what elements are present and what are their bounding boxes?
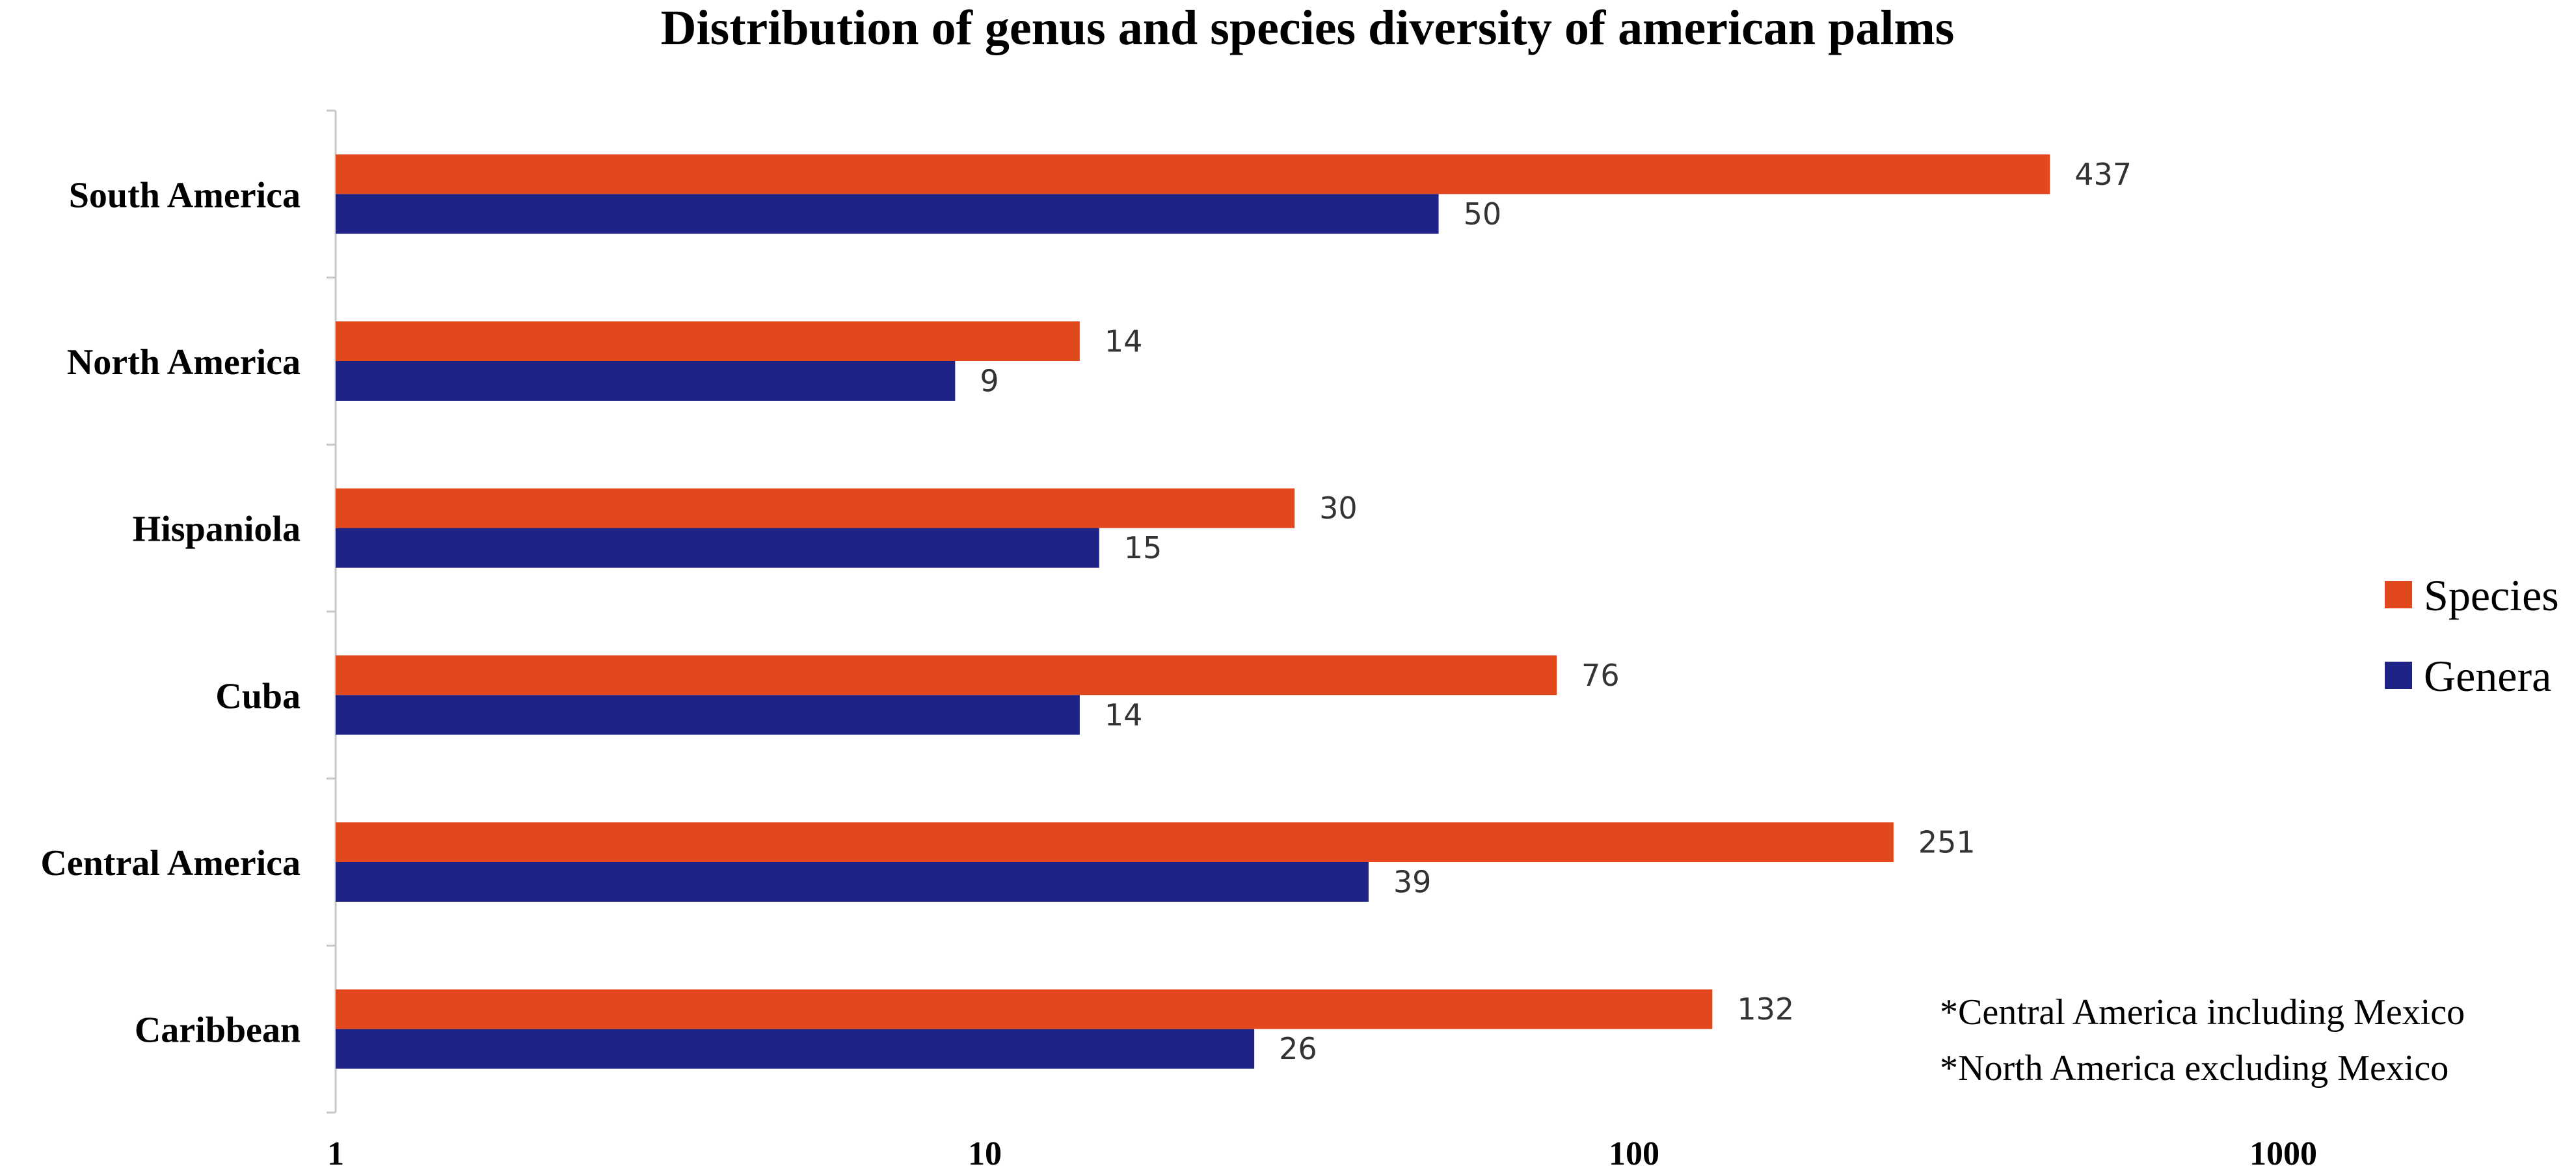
legend-label-species: Species bbox=[2424, 571, 2559, 620]
x-tick-label-100: 100 bbox=[1609, 1135, 1659, 1172]
category-label-hispaniola: Hispaniola bbox=[133, 509, 301, 550]
data-label-species-central-america: 251 bbox=[1918, 825, 1976, 860]
bar-genera-caribbean bbox=[336, 1029, 1255, 1069]
x-tick-label-1000: 1000 bbox=[2249, 1135, 2317, 1172]
category-label-central-america: Central America bbox=[40, 843, 301, 884]
category-label-cuba: Cuba bbox=[215, 676, 301, 716]
category-label-north-america: North America bbox=[67, 342, 301, 383]
legend: Species Genera bbox=[2385, 571, 2559, 701]
data-label-genera-central-america: 39 bbox=[1393, 865, 1432, 900]
data-labels: 437 50 14 9 30 15 76 14 251 39 132 26 bbox=[980, 157, 2132, 1066]
bar-genera-north-america bbox=[336, 361, 956, 401]
annotation-0: *Central America including Mexico bbox=[1940, 992, 2465, 1033]
x-tick-label-1: 1 bbox=[327, 1135, 344, 1172]
chart-title: Distribution of genus and species divers… bbox=[661, 1, 1955, 55]
x-tick-label-10: 10 bbox=[968, 1135, 1002, 1172]
data-label-genera-north-america: 9 bbox=[980, 364, 999, 399]
annotation-1: *North America excluding Mexico bbox=[1940, 1048, 2449, 1088]
category-label-south-america: South America bbox=[69, 175, 301, 215]
legend-swatch-species bbox=[2385, 581, 2412, 608]
data-label-species-north-america: 14 bbox=[1105, 324, 1143, 359]
bars bbox=[336, 154, 2050, 1069]
data-label-species-hispaniola: 30 bbox=[1319, 491, 1358, 526]
bar-species-north-america bbox=[336, 321, 1080, 361]
bar-genera-central-america bbox=[336, 862, 1369, 902]
axes: 1 10 100 1000 South America North America Hisp… bbox=[40, 109, 2317, 1172]
bar-species-cuba bbox=[336, 655, 1557, 696]
bar-genera-cuba bbox=[336, 695, 1080, 735]
bar-genera-hispaniola bbox=[336, 528, 1099, 568]
data-label-genera-cuba: 14 bbox=[1105, 697, 1143, 733]
bar-species-hispaniola bbox=[336, 488, 1295, 528]
bar-genera-south-america bbox=[336, 194, 1439, 234]
legend-swatch-genera bbox=[2385, 662, 2412, 689]
bar-species-south-america bbox=[336, 154, 2050, 195]
data-label-species-caribbean: 132 bbox=[1737, 992, 1794, 1027]
data-label-species-cuba: 76 bbox=[1581, 658, 1620, 693]
data-label-genera-hispaniola: 15 bbox=[1124, 530, 1162, 565]
legend-label-genera: Genera bbox=[2424, 651, 2551, 701]
data-label-species-south-america: 437 bbox=[2074, 157, 2132, 192]
annotations: *Central America including Mexico *North… bbox=[1940, 992, 2465, 1088]
bar-species-central-america bbox=[336, 822, 1894, 862]
bar-species-caribbean bbox=[336, 989, 1713, 1029]
data-label-genera-caribbean: 26 bbox=[1279, 1031, 1317, 1066]
category-label-caribbean: Caribbean bbox=[135, 1010, 301, 1051]
data-label-genera-south-america: 50 bbox=[1464, 196, 1502, 232]
